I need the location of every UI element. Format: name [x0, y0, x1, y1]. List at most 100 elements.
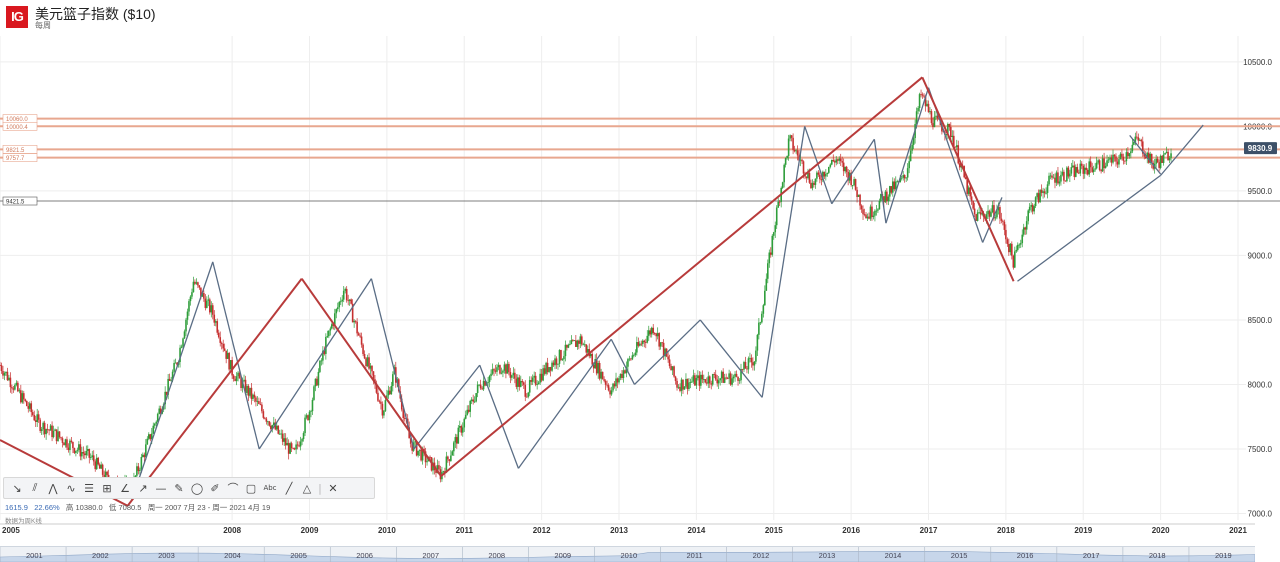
candle-body — [573, 340, 576, 342]
candle-body — [631, 355, 634, 360]
candle-body — [753, 361, 756, 366]
rectangle-tool[interactable]: ▢ — [245, 481, 257, 495]
candle-body — [595, 359, 598, 374]
candle-body — [725, 377, 727, 379]
candle-body — [1052, 177, 1055, 179]
candle-body — [302, 433, 305, 440]
candle-body — [543, 368, 546, 374]
candle-body — [1072, 165, 1074, 168]
candle-body — [463, 418, 466, 428]
candle-body — [1124, 160, 1126, 162]
candle-body — [170, 380, 172, 382]
candle-body — [987, 210, 989, 215]
candle-body — [225, 350, 227, 359]
candle-body — [554, 358, 556, 366]
candle-body — [414, 441, 416, 443]
candle-body — [801, 159, 803, 162]
candle-body — [307, 415, 309, 420]
candle-body — [591, 353, 594, 365]
candle-body — [621, 373, 623, 378]
ruler-tool[interactable]: ✐ — [210, 481, 220, 495]
parallel-channel-tool[interactable]: ⫽ — [32, 481, 38, 494]
candle-body — [740, 369, 742, 381]
candle-body — [317, 371, 320, 386]
candle-body — [296, 444, 299, 446]
x-tick-label: 2012 — [533, 526, 551, 535]
navigator-year-label: 2004 — [224, 551, 241, 560]
arc-tool[interactable]: ⌒ — [227, 482, 239, 495]
candle-body — [762, 305, 765, 314]
candle-body — [1088, 161, 1091, 175]
candle-body — [63, 442, 65, 446]
candle-body — [1036, 193, 1038, 198]
candle-body — [211, 305, 214, 315]
candle-body — [826, 172, 829, 175]
candle-body — [289, 443, 291, 454]
candle-body — [865, 214, 867, 219]
x-tick-label: 2021 — [1229, 526, 1247, 535]
zigzag-tool[interactable]: ⋀ — [48, 481, 58, 495]
candle-body — [283, 438, 286, 442]
fib-retracement-tool[interactable]: ☰ — [84, 481, 94, 495]
trendline-tool[interactable]: ↘ — [12, 481, 22, 495]
candle-body — [496, 367, 498, 372]
gann-tool[interactable]: ⊞ — [102, 481, 112, 495]
arrow-line-tool[interactable]: ↗ — [138, 481, 148, 495]
drawing-toolbar: ↘ ⫽ ⋀ ∿ ☰ ⊞ ∠ ↗ — ✎ ◯ ✐ ⌒ ▢ Abc ╱ △ | ✕ — [3, 477, 375, 499]
level-label: 10060.0 — [6, 117, 28, 123]
candle-body — [863, 214, 866, 216]
candle-body — [847, 171, 849, 181]
candle-body — [722, 371, 724, 383]
candle-body — [450, 455, 452, 461]
candle-body — [1097, 160, 1099, 163]
candle-body — [566, 344, 568, 348]
candle-body — [905, 177, 907, 179]
candle-body — [228, 352, 230, 370]
candle-body — [711, 374, 714, 385]
level-label: 9821.5 — [6, 148, 25, 154]
price-chart[interactable]: 2005 2008 2009 2010 2011 2012 2013 2014 2015 2016… — [0, 0, 1280, 546]
navigator-year-label: 2017 — [1083, 551, 1100, 560]
candle-body — [456, 437, 458, 444]
candle-body — [217, 332, 220, 338]
candle-body — [106, 471, 108, 475]
x-tick-label: 2018 — [997, 526, 1015, 535]
candle-body — [265, 418, 268, 422]
candle-body — [229, 360, 232, 370]
candle-body — [479, 384, 482, 389]
time-navigator[interactable]: 2001 2002 2003 2004 2005 2006 2007 2008 2009 2010… — [0, 546, 1255, 562]
candle-body — [482, 380, 485, 390]
pencil-tool[interactable]: ✎ — [174, 481, 184, 495]
text-tool[interactable]: Abc — [263, 484, 277, 492]
candle-body — [1159, 155, 1162, 168]
candle-body — [871, 206, 873, 218]
candle-body — [171, 371, 174, 381]
candle-body — [1046, 184, 1049, 193]
candle-body — [223, 348, 226, 351]
candle-body — [518, 377, 521, 387]
candle-body — [249, 387, 251, 396]
angle-tool[interactable]: ∠ — [120, 481, 130, 495]
candle-body — [472, 399, 474, 402]
candle-body — [1034, 197, 1037, 207]
candle-body — [707, 376, 710, 384]
candle-body — [680, 379, 683, 391]
candle-body — [539, 373, 541, 383]
close-icon[interactable]: ✕ — [328, 481, 338, 495]
candle-body — [290, 443, 293, 449]
horizontal-line-tool[interactable]: — — [155, 481, 167, 495]
wave-tool[interactable]: ∿ — [66, 481, 76, 495]
major-trendline — [921, 76, 1015, 282]
candle-body — [1119, 153, 1122, 160]
candle-body — [52, 430, 55, 438]
interval-label[interactable]: 每周 — [35, 21, 51, 30]
candle-body — [1058, 181, 1061, 184]
candle-body — [911, 144, 913, 151]
navigator-year-label: 2009 — [554, 551, 571, 560]
y-tick-label: 8000.0 — [1248, 380, 1273, 389]
candle-body — [1054, 177, 1056, 183]
navigator-year-label: 2005 — [290, 551, 307, 560]
circle-tool[interactable]: ◯ — [190, 481, 204, 495]
triangle-tool[interactable]: △ — [302, 481, 312, 495]
line-tool[interactable]: ╱ — [285, 481, 293, 495]
